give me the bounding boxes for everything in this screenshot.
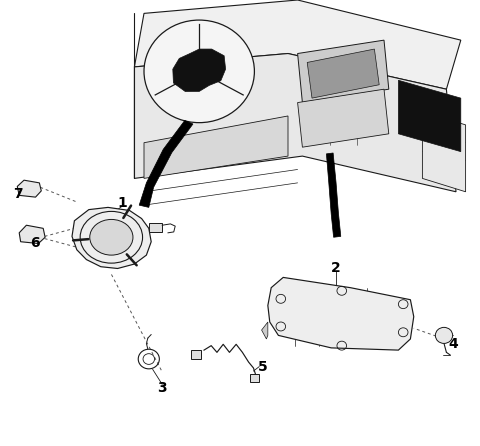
FancyBboxPatch shape [250, 374, 259, 382]
Polygon shape [262, 322, 268, 339]
Polygon shape [144, 116, 288, 178]
Text: 2: 2 [331, 260, 341, 275]
Polygon shape [307, 49, 379, 98]
Polygon shape [17, 180, 41, 197]
Polygon shape [19, 225, 45, 244]
Text: 3: 3 [157, 381, 167, 395]
Circle shape [144, 20, 254, 123]
FancyBboxPatch shape [191, 350, 201, 359]
Polygon shape [326, 153, 341, 237]
Polygon shape [72, 207, 151, 268]
Polygon shape [173, 49, 226, 91]
Polygon shape [134, 0, 461, 89]
Polygon shape [298, 40, 389, 103]
Ellipse shape [90, 219, 133, 255]
FancyBboxPatch shape [149, 223, 162, 232]
Polygon shape [422, 112, 466, 192]
Polygon shape [268, 277, 414, 350]
Text: 7: 7 [13, 187, 23, 201]
Circle shape [435, 327, 453, 343]
Text: 5: 5 [258, 359, 268, 374]
Text: 6: 6 [30, 236, 39, 250]
Polygon shape [398, 80, 461, 152]
Text: 4: 4 [449, 337, 458, 351]
Polygon shape [134, 54, 456, 192]
Polygon shape [139, 120, 193, 207]
Circle shape [185, 58, 214, 85]
Polygon shape [298, 89, 389, 147]
Text: 1: 1 [118, 196, 127, 210]
